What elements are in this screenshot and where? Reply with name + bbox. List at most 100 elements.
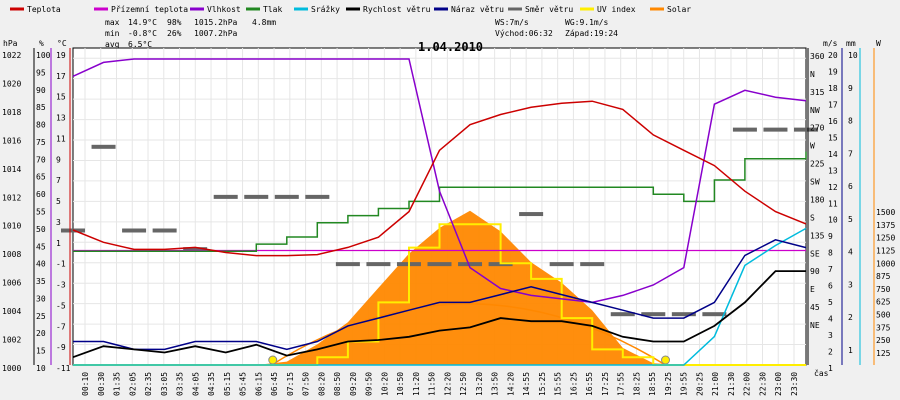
- x-tick-label: 07:15: [286, 372, 295, 396]
- pct-tick-label: 60: [36, 190, 46, 199]
- temp-tick-label: 3: [56, 218, 61, 227]
- wind-direction-mark: [458, 262, 483, 267]
- mm-tick-label: 7: [848, 149, 853, 158]
- wind-direction-mark: [763, 127, 788, 132]
- pct-tick-label: 75: [36, 138, 46, 147]
- wind-direction-mark: [213, 194, 238, 199]
- wind-direction-mark: [122, 228, 147, 233]
- series-rychlost-větru: [72, 270, 806, 359]
- hpa-tick-label: 1012: [2, 193, 21, 202]
- stat-wind-gust: WG:9.1m/s: [565, 18, 609, 27]
- x-tick-label: 17:55: [617, 372, 626, 396]
- pct-tick-label: 50: [36, 225, 46, 234]
- hpa-tick-label: 1010: [2, 222, 21, 231]
- stat-rain: 4.8mm: [252, 18, 276, 27]
- legend-label-prizemni: Přízemní teplota: [111, 5, 188, 14]
- stat-min-temp: -0.8°C: [128, 29, 157, 38]
- x-tick-label: 12:50: [459, 372, 468, 396]
- w-tick-label: 1375: [876, 221, 895, 230]
- stat-sunset: Západ:19:24: [565, 29, 618, 38]
- temp-tick-label: 11: [56, 134, 66, 143]
- series-teplota: [72, 100, 807, 257]
- wind-direction-mark: [244, 194, 269, 199]
- wind-direction-mark: [91, 144, 116, 149]
- x-tick-label: 09:50: [365, 372, 374, 396]
- wind-direction-mark: [427, 262, 452, 267]
- w-tick-label: 250: [876, 336, 891, 345]
- pct-tick-label: 90: [36, 86, 46, 95]
- ms-tick-label: 8: [828, 249, 833, 258]
- mm-tick-label: 2: [848, 313, 853, 322]
- x-tick-label: 16:25: [569, 372, 578, 396]
- x-tick-label: 10:20: [380, 372, 389, 396]
- wind-direction-mark: [580, 262, 605, 267]
- pct-tick-label: 35: [36, 277, 46, 286]
- sunrise-marker: [268, 355, 278, 365]
- wind-direction-mark: [610, 312, 635, 317]
- legend-label-tlak: Tlak: [263, 5, 282, 14]
- x-tick-label: 13:50: [491, 372, 500, 396]
- temp-tick-label: 13: [56, 114, 66, 123]
- x-tick-label: 02:05: [128, 372, 137, 396]
- legend-label-solar: Solar: [667, 5, 691, 14]
- dir-tick-label: E: [810, 285, 815, 294]
- mm-tick-label: 9: [848, 84, 853, 93]
- pct-tick-label: 55: [36, 208, 46, 217]
- temp-tick-label: 9: [56, 155, 61, 164]
- dir-tick-label: 315: [810, 88, 825, 97]
- ms-tick-label: 7: [828, 265, 833, 274]
- x-tick-label: 22:00: [743, 372, 752, 396]
- x-tick-label: 12:20: [443, 372, 452, 396]
- x-tick-label: 01:35: [113, 372, 122, 396]
- dir-tick-label: SW: [810, 178, 820, 187]
- temp-tick-label: -5: [56, 301, 66, 310]
- stat-min-label: min: [105, 29, 120, 38]
- dir-tick-label: N: [810, 70, 815, 79]
- x-tick-label: 08:50: [333, 372, 342, 396]
- x-tick-label: 06:45: [270, 372, 279, 396]
- temp-tick-label: -3: [56, 281, 66, 290]
- x-tick-label: 10:50: [396, 372, 405, 396]
- ms-tick-label: 6: [828, 282, 833, 291]
- dir-tick-label: 90: [810, 267, 820, 276]
- mm-tick-label: 3: [848, 280, 853, 289]
- stat-avg-temp: 6.5°C: [128, 40, 152, 49]
- x-tick-label: 21:30: [727, 372, 736, 396]
- ms-tick-label: 20: [828, 51, 838, 60]
- x-tick-label: 18:25: [632, 372, 641, 396]
- ms-tick-label: 11: [828, 199, 838, 208]
- wind-direction-mark: [794, 127, 818, 132]
- dir-tick-label: 45: [810, 303, 820, 312]
- pct-tick-label: 85: [36, 103, 46, 112]
- mm-tick-label: 1: [848, 346, 853, 355]
- x-tick-label: 11:50: [428, 372, 437, 396]
- x-tick-label: 20:25: [695, 372, 704, 396]
- x-tick-label: 00:10: [81, 372, 90, 396]
- series-srážky: [73, 227, 807, 366]
- temp-tick-label: 5: [56, 197, 61, 206]
- mm-tick-label: 6: [848, 182, 853, 191]
- legend-label-naraz: Náraz větru: [451, 5, 504, 14]
- pct-tick-label: 65: [36, 173, 46, 182]
- ms-tick-label: 14: [828, 150, 838, 159]
- dir-tick-label: 180: [810, 195, 825, 204]
- wind-direction-mark: [305, 194, 330, 199]
- temp-tick-label: 1: [56, 239, 61, 248]
- x-tick-label: 05:15: [223, 372, 232, 396]
- x-tick-label: 15:55: [554, 372, 563, 396]
- x-tick-label: 11:20: [412, 372, 421, 396]
- x-tick-label: 17:25: [601, 372, 610, 396]
- hpa-tick-label: 1004: [2, 307, 21, 316]
- hpa-tick-label: 1002: [2, 336, 21, 345]
- temp-tick-label: 15: [56, 93, 66, 102]
- stat-max-humidity: 98%: [167, 18, 182, 27]
- x-tick-label: 16:55: [585, 372, 594, 396]
- x-tick-label: 19:25: [664, 372, 673, 396]
- dir-tick-label: W: [810, 142, 815, 151]
- ms-tick-label: 13: [828, 166, 838, 175]
- mm-tick-label: 8: [848, 117, 853, 126]
- temp-tick-label: 17: [56, 72, 66, 81]
- x-tick-label: 04:35: [207, 372, 216, 396]
- legend-label-rychlost: Rychlost větru: [363, 5, 431, 14]
